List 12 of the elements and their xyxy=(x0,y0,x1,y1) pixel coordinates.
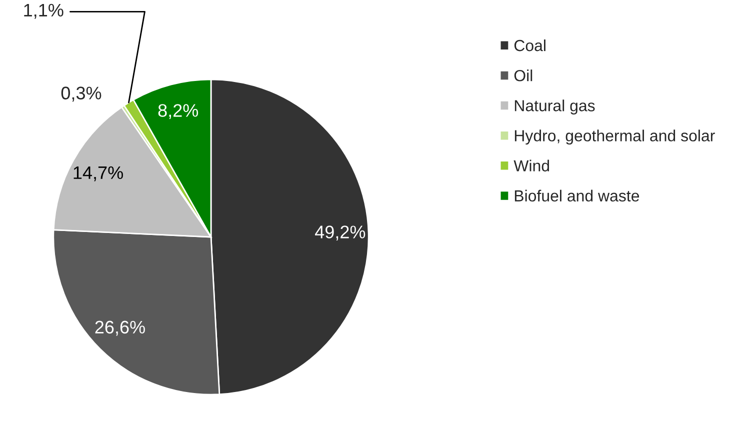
legend-label: Wind xyxy=(514,160,549,172)
data-label: 0,3% xyxy=(61,86,102,102)
legend-label: Natural gas xyxy=(514,100,595,114)
data-label: 8,2% xyxy=(158,104,198,120)
legend-label: Biofuel and waste xyxy=(514,190,640,202)
data-label: 1,1% xyxy=(24,4,64,19)
legend-label: Oil xyxy=(514,70,532,82)
data-label: 14,7% xyxy=(74,166,123,182)
data-label: 49,2% xyxy=(315,226,366,241)
data-label: 26,6% xyxy=(95,320,145,336)
legend-label: Hydro, geothermal and solar xyxy=(514,130,715,145)
legend-label: Coal xyxy=(514,39,546,52)
